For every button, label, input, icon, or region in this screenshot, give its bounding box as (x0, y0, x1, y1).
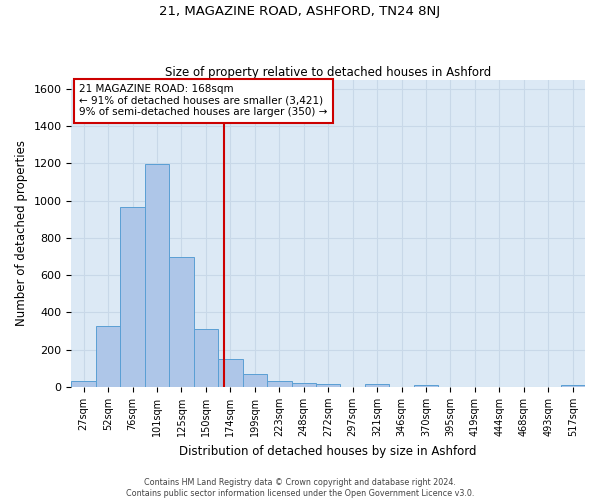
Bar (316, 384, 340, 387)
Bar (145, 164, 169, 387)
Title: Size of property relative to detached houses in Ashford: Size of property relative to detached ho… (165, 66, 491, 78)
Bar (71, 382, 96, 387)
Bar (121, 207, 145, 387)
Bar (267, 382, 292, 387)
Bar (169, 256, 194, 387)
Text: 21 MAGAZINE ROAD: 168sqm
← 91% of detached houses are smaller (3,421)
9% of semi: 21 MAGAZINE ROAD: 168sqm ← 91% of detach… (79, 84, 328, 117)
Bar (218, 359, 242, 387)
X-axis label: Distribution of detached houses by size in Ashford: Distribution of detached houses by size … (179, 444, 477, 458)
Bar (292, 383, 316, 387)
Text: 21, MAGAZINE ROAD, ASHFORD, TN24 8NJ: 21, MAGAZINE ROAD, ASHFORD, TN24 8NJ (160, 5, 440, 18)
Bar (414, 385, 438, 387)
Y-axis label: Number of detached properties: Number of detached properties (15, 140, 28, 326)
Bar (365, 384, 389, 387)
Bar (96, 326, 121, 387)
Bar (242, 374, 267, 387)
Bar (560, 385, 585, 387)
Text: Contains HM Land Registry data © Crown copyright and database right 2024.
Contai: Contains HM Land Registry data © Crown c… (126, 478, 474, 498)
Bar (194, 329, 218, 387)
